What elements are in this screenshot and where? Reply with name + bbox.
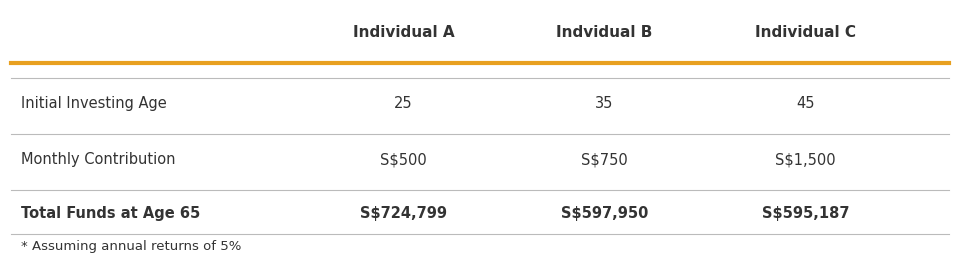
- Text: Monthly Contribution: Monthly Contribution: [20, 152, 175, 167]
- Text: Initial Investing Age: Initial Investing Age: [20, 96, 166, 111]
- Text: 45: 45: [796, 96, 815, 111]
- Text: Indvidual B: Indvidual B: [556, 25, 653, 39]
- Text: Individual A: Individual A: [352, 25, 454, 39]
- Text: 25: 25: [395, 96, 413, 111]
- Text: * Assuming annual returns of 5%: * Assuming annual returns of 5%: [20, 240, 241, 253]
- Text: 35: 35: [595, 96, 613, 111]
- Text: S$597,950: S$597,950: [561, 206, 648, 221]
- Text: S$750: S$750: [581, 152, 628, 167]
- Text: S$595,187: S$595,187: [761, 206, 850, 221]
- Text: S$724,799: S$724,799: [360, 206, 447, 221]
- Text: Total Funds at Age 65: Total Funds at Age 65: [20, 206, 200, 221]
- Text: S$1,500: S$1,500: [775, 152, 836, 167]
- Text: S$500: S$500: [380, 152, 427, 167]
- Text: Individual C: Individual C: [755, 25, 856, 39]
